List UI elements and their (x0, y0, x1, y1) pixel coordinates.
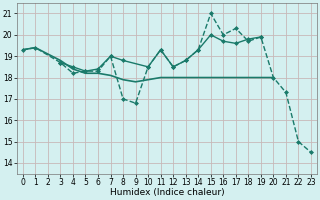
X-axis label: Humidex (Indice chaleur): Humidex (Indice chaleur) (109, 188, 224, 197)
